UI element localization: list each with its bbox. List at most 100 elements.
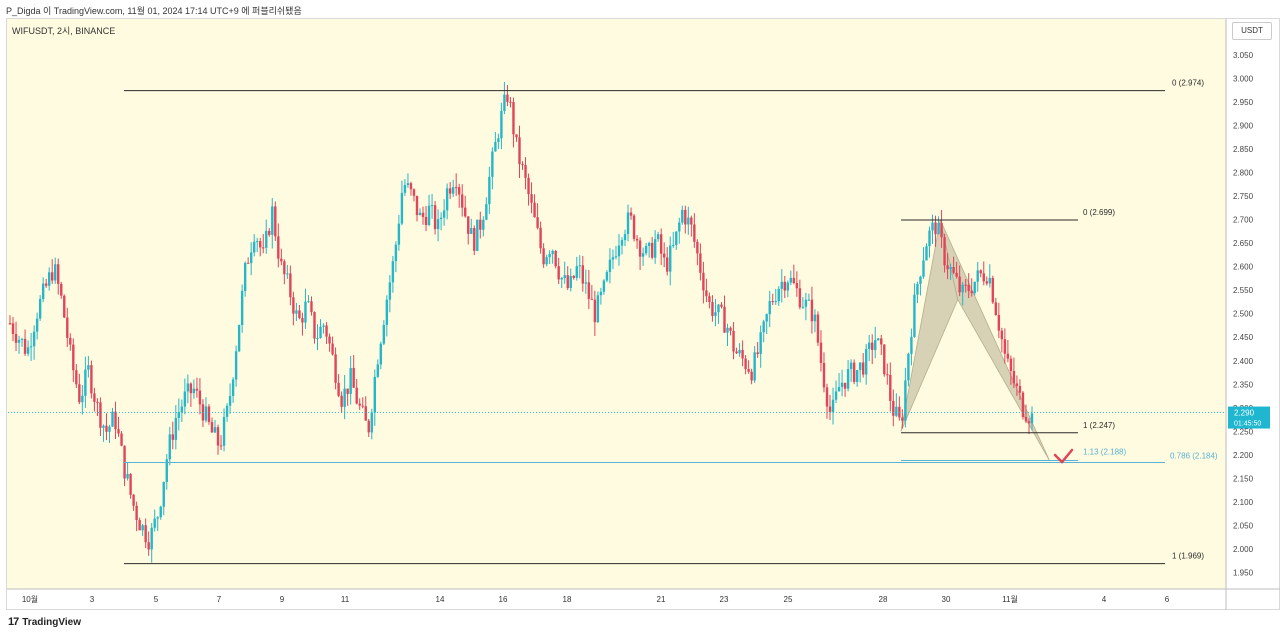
candle-body	[741, 349, 744, 359]
candle-body	[325, 325, 328, 337]
candle-body	[780, 281, 783, 289]
candle-body	[177, 412, 181, 418]
candle-body	[828, 406, 832, 412]
candle-body	[548, 254, 551, 258]
candle-body	[240, 290, 244, 325]
candle-body	[904, 380, 907, 421]
candle-body	[509, 101, 512, 103]
candle-body	[976, 270, 979, 282]
candle-body	[461, 194, 464, 208]
candle-body	[708, 296, 711, 303]
candle-body	[846, 369, 850, 389]
candle-body	[699, 253, 702, 273]
candle-body	[940, 222, 943, 238]
candle-body	[286, 273, 289, 275]
candle-body	[259, 241, 262, 248]
candle-body	[822, 362, 826, 388]
candle-body	[653, 239, 657, 258]
candle-body	[641, 253, 645, 257]
x-tick-label: 3	[90, 595, 95, 604]
candle-body	[629, 212, 633, 216]
candle-body	[750, 371, 753, 381]
y-tick-label: 2.100	[1233, 498, 1254, 507]
candle-body	[93, 393, 96, 402]
candle-body	[292, 297, 295, 314]
candle-body	[246, 262, 250, 264]
candle-body	[138, 519, 141, 531]
candle-body	[922, 260, 925, 277]
y-tick-label: 2.550	[1233, 286, 1254, 295]
candle-body	[587, 282, 591, 299]
fib-level-label: 0 (2.699)	[1083, 208, 1115, 217]
candle-body	[78, 384, 81, 403]
y-tick-label: 2.350	[1233, 380, 1254, 389]
currency-button[interactable]: USDT	[1232, 22, 1272, 40]
candle-body	[726, 327, 729, 333]
candle-body	[96, 401, 99, 403]
candle-body	[343, 388, 346, 407]
candle-body	[448, 188, 452, 194]
candle-body	[328, 336, 331, 344]
candle-body	[837, 387, 841, 392]
candle-body	[786, 282, 790, 291]
candle-body	[768, 301, 771, 315]
candle-body	[213, 427, 217, 433]
candle-body	[147, 542, 150, 550]
candle-body	[611, 257, 615, 260]
candle-body	[234, 351, 238, 380]
candle-body	[928, 230, 931, 247]
candle-body	[696, 241, 699, 254]
x-tick-label: 30	[942, 595, 951, 604]
candle-body	[530, 194, 533, 203]
candle-body	[210, 422, 214, 433]
candle-body	[798, 288, 802, 308]
candle-body	[554, 250, 557, 267]
candle-body	[596, 295, 600, 323]
candle-body	[533, 202, 536, 218]
price-axis[interactable]: 3.050 3.000 2.950 2.900 2.850 2.800 2.750 2.700…	[1233, 51, 1254, 578]
candle-body	[225, 405, 229, 417]
candle-body	[858, 362, 862, 371]
candle-body	[132, 494, 135, 506]
candle-body	[644, 245, 648, 254]
attribution-text: P_Digda 이 TradingView.com, 11월 01, 2024 …	[6, 6, 302, 16]
candle-body	[705, 290, 708, 297]
candle-body	[608, 259, 612, 273]
candle-body	[38, 299, 42, 319]
candle-body	[801, 306, 805, 308]
candle-body	[331, 343, 334, 355]
candle-body	[249, 252, 253, 264]
candle-body	[500, 110, 503, 139]
candle-body	[735, 351, 738, 354]
x-tick-label: 23	[720, 595, 729, 604]
candle-body	[204, 406, 208, 421]
candle-body	[141, 525, 144, 531]
candle-body	[231, 379, 235, 397]
candle-body	[542, 248, 545, 265]
candle-body	[711, 302, 714, 316]
candle-body	[301, 318, 304, 323]
candle-body	[578, 265, 581, 267]
y-tick-label: 2.000	[1233, 545, 1254, 554]
candle-body	[126, 473, 129, 479]
candle-body	[831, 399, 835, 412]
candle-body	[590, 298, 594, 300]
candle-body	[946, 265, 949, 270]
candle-body	[795, 283, 799, 289]
candle-body	[162, 482, 165, 507]
candle-body	[271, 206, 274, 235]
candle-body	[889, 374, 892, 401]
candle-body	[274, 206, 277, 237]
candle-body	[910, 336, 913, 354]
candle-body	[265, 230, 268, 248]
candle-body	[358, 403, 361, 406]
x-tick-label: 7	[217, 595, 222, 604]
time-axis[interactable]: 10월 3 5 7 9 11 14 16 18 21 23 25 28 30 11월 4 6	[22, 594, 1170, 604]
candle-body	[41, 283, 45, 300]
candle-body	[584, 282, 588, 284]
candle-body	[1021, 392, 1025, 417]
candle-body	[120, 433, 123, 446]
candle-body	[967, 284, 970, 291]
candle-body	[72, 344, 75, 371]
